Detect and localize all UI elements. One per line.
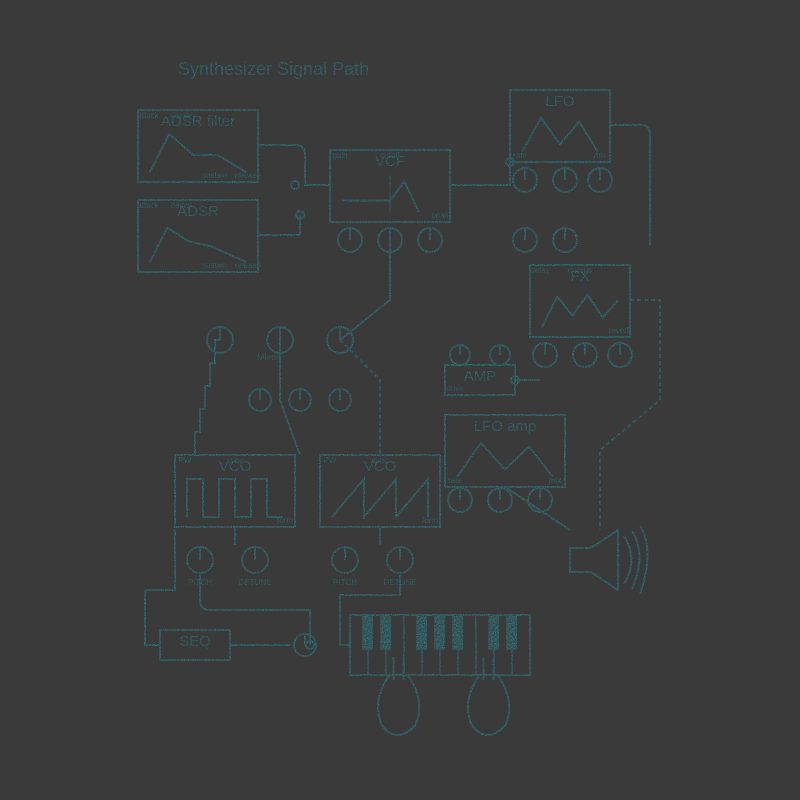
signal-edge [258,211,304,235]
waveform-square [187,479,283,517]
knob [387,547,413,573]
signal-edge [340,340,380,455]
waveform-fx [542,295,618,327]
svg-text:DETUNE: DETUNE [239,578,272,587]
signal-edge [145,530,175,645]
knob [448,488,472,512]
knob [418,228,442,252]
knob [513,228,537,252]
svg-text:Mixer: Mixer [257,352,279,362]
svg-text:reverb: reverb [609,326,632,335]
hand-icon [378,675,419,735]
waveform-saw [332,479,428,517]
signal-edge [258,145,330,185]
keyboard [350,615,530,735]
waveform-lfo [522,118,598,152]
waveform-vcf [342,174,419,212]
knob [242,547,268,573]
knob [588,168,612,192]
signal-edge [195,340,220,455]
svg-text:attack: attack [137,201,159,210]
svg-text:decay: decay [171,201,192,210]
svg-text:PITCH: PITCH [333,578,357,587]
signal-edge [610,125,650,245]
knob [608,343,632,367]
diagram-root: Synthesizer Signal PathADSR filterattack… [137,59,660,735]
knob [573,343,597,367]
module-label: LFO amp [474,418,537,435]
svg-text:cutoff: cutoff [380,151,400,160]
knob [450,345,470,365]
knob [513,168,537,192]
knob [488,488,512,512]
svg-text:release: release [235,261,262,270]
knob [187,547,213,573]
knob [289,389,311,411]
knob [338,228,362,252]
svg-text:mix: mix [594,151,606,160]
port-dot [291,181,299,189]
svg-text:drive: drive [446,384,464,393]
svg-text:chorus: chorus [568,266,592,275]
signal-edge [450,162,510,185]
svg-text:attack: attack [137,111,159,120]
knob [528,488,552,512]
svg-text:rate: rate [448,476,462,485]
signal-edge [340,240,390,340]
module-label: SEQ [179,633,211,650]
knob [249,389,271,411]
svg-text:mix: mix [549,476,561,485]
knob [533,343,557,367]
svg-text:form: form [422,516,438,525]
diagram-title: Synthesizer Signal Path [178,59,369,79]
speaker-icon [570,526,648,594]
svg-text:PW: PW [179,456,192,465]
svg-text:peak: peak [431,211,449,220]
svg-text:sync: sync [372,456,388,465]
svg-text:sustain: sustain [202,171,227,180]
svg-text:release: release [235,171,262,180]
svg-text:PW: PW [324,456,337,465]
svg-text:sustain: sustain [202,261,227,270]
knob [553,228,577,252]
waveform-adsr2 [150,228,246,262]
knob [332,547,358,573]
svg-text:rate: rate [513,151,527,160]
waveform-lfo [457,443,553,477]
svg-text:gain: gain [332,151,347,160]
svg-text:sync: sync [227,456,243,465]
svg-text:delay: delay [530,266,549,275]
waveform-adsr [150,134,246,172]
knob [490,345,510,365]
knob [553,168,577,192]
module-label: LFO [545,93,574,110]
knob [329,389,351,411]
hand-icon [468,675,509,735]
signal-edge [505,487,570,530]
svg-text:decay: decay [171,111,192,120]
module-label: AMP [464,368,497,385]
